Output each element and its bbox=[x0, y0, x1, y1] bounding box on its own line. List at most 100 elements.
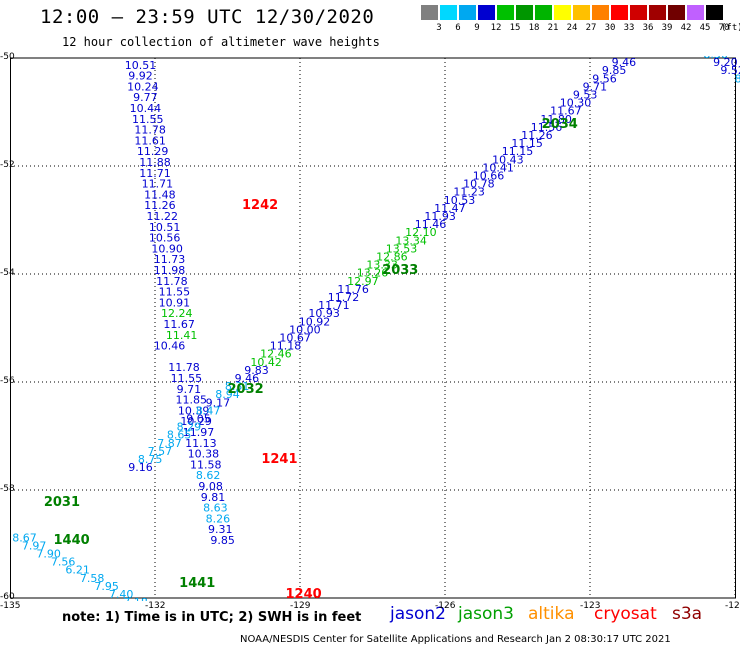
track-value: 8.36 bbox=[703, 56, 728, 61]
track-value: 10.29 bbox=[180, 415, 212, 428]
pass-label-2032: 2032 bbox=[228, 382, 264, 397]
track-value: 11.76 bbox=[337, 283, 369, 296]
track-value: 11.78 bbox=[134, 124, 166, 137]
track-value: 11.15 bbox=[502, 145, 534, 158]
track-value: 9.17 bbox=[206, 396, 231, 409]
track-value: 10.91 bbox=[159, 296, 191, 309]
scale-swatch-39 bbox=[649, 5, 666, 20]
pass-label-1440: 1440 bbox=[54, 533, 90, 548]
scale-swatch-24 bbox=[554, 5, 571, 20]
pass-label-1241: 1241 bbox=[261, 452, 297, 467]
pass-label-1240: 1240 bbox=[286, 587, 322, 601]
track-value: 11.88 bbox=[139, 156, 171, 169]
track-value: 11.26 bbox=[521, 129, 553, 142]
pass-label-1441: 1441 bbox=[179, 576, 215, 591]
track-value: 11.55 bbox=[132, 113, 164, 126]
track-value: 13.34 bbox=[395, 234, 427, 247]
track-value: 9.92 bbox=[128, 70, 153, 83]
track-value: 9.16 bbox=[128, 461, 153, 474]
track-value: 11.47 bbox=[434, 202, 466, 215]
scale-swatch-12 bbox=[478, 5, 495, 20]
scale-label-45: 45 bbox=[699, 23, 711, 33]
credit-line: NOAA/NESDIS Center for Satellite Applica… bbox=[240, 634, 671, 645]
track-value: 12.97 bbox=[347, 275, 379, 288]
track-value: 8.67 bbox=[12, 531, 37, 544]
track-value: 6.21 bbox=[65, 564, 90, 577]
y-tick--54: -54 bbox=[0, 268, 15, 278]
scale-swatch-30 bbox=[592, 5, 609, 20]
track-value: 9.20 bbox=[713, 56, 738, 69]
track-value: 8.26 bbox=[206, 512, 231, 525]
track-value: 10.00 bbox=[289, 323, 321, 336]
x-tick--123: -123 bbox=[580, 601, 601, 611]
track-value: 13.33 bbox=[366, 259, 398, 272]
track-value: 11.67 bbox=[163, 318, 195, 331]
track-value: 10.46 bbox=[154, 340, 186, 353]
track-value: 11.73 bbox=[154, 253, 186, 266]
track-value: 9.46 bbox=[612, 56, 637, 69]
track-value: 10.66 bbox=[473, 170, 505, 183]
track-value: 11.71 bbox=[142, 178, 174, 191]
track-value: 9.31 bbox=[208, 523, 233, 536]
y-tick--58: -58 bbox=[0, 484, 15, 494]
scale-label-15: 15 bbox=[509, 23, 521, 33]
scale-label-27: 27 bbox=[585, 23, 597, 33]
plot-frame bbox=[10, 57, 736, 599]
track-value: 8.29 bbox=[177, 421, 202, 434]
map-title: 12:00 – 23:59 UTC 12/30/2020 bbox=[40, 6, 375, 28]
track-value: 11.22 bbox=[147, 210, 179, 223]
track-value: 11.18 bbox=[270, 340, 302, 353]
track-value: 10.78 bbox=[463, 178, 495, 191]
track-value: 7.97 bbox=[22, 539, 47, 552]
track-value: 13.53 bbox=[386, 242, 418, 255]
track-value: 10.24 bbox=[127, 80, 159, 93]
scale-label-24: 24 bbox=[566, 23, 578, 33]
x-tick--126: -126 bbox=[435, 601, 456, 611]
track-value: 7.90 bbox=[36, 548, 61, 561]
scale-label-6: 6 bbox=[455, 23, 461, 33]
track-value: 12.46 bbox=[260, 348, 292, 361]
track-value: 9.85 bbox=[210, 534, 235, 547]
plot-area: 10.51 9.92 10.24 9.77 10.44 11.55 11.78 11.61 11… bbox=[10, 56, 740, 601]
track-value: 9.56 bbox=[592, 72, 617, 85]
track-value: 11.98 bbox=[154, 264, 186, 277]
track-value: 8.31 bbox=[225, 380, 250, 393]
track-value: 9.46 bbox=[235, 372, 260, 385]
track-value: 7.58 bbox=[80, 572, 105, 585]
track-value: 9.08 bbox=[198, 480, 223, 493]
y-tick--50: -50 bbox=[0, 52, 15, 62]
track-value: 9.85 bbox=[602, 64, 627, 77]
map-subtitle: 12 hour collection of altimeter wave hei… bbox=[62, 35, 380, 49]
track-value: 7.40 bbox=[109, 588, 134, 601]
track-value: 12.86 bbox=[376, 251, 408, 264]
pass-label-2031: 2031 bbox=[44, 495, 80, 510]
track-value: 13.26 bbox=[357, 267, 389, 280]
track-value: 10.90 bbox=[151, 242, 183, 255]
track-value: 7.56 bbox=[51, 556, 76, 569]
track-value: 11.29 bbox=[137, 145, 169, 158]
track-value: 10.41 bbox=[482, 161, 514, 174]
track-value: 9.53 bbox=[573, 89, 598, 102]
track-value: 11.71 bbox=[318, 299, 350, 312]
track-value: 12.10 bbox=[405, 226, 437, 239]
x-tick--135: -135 bbox=[0, 601, 21, 611]
y-tick--56: -56 bbox=[0, 376, 15, 386]
scale-label-70: 70 bbox=[718, 23, 730, 33]
scale-unit-label: (ft) bbox=[721, 23, 740, 33]
track-value: 11.80 bbox=[540, 113, 572, 126]
track-value: 11.55 bbox=[171, 372, 203, 385]
track-value: 7.57 bbox=[148, 445, 173, 458]
track-value: 10.53 bbox=[444, 194, 476, 207]
scale-label-9: 9 bbox=[474, 23, 480, 33]
scale-swatch-3 bbox=[421, 5, 438, 20]
track-value: 9.71 bbox=[177, 383, 202, 396]
track-value: 10.67 bbox=[279, 332, 311, 345]
y-tick--52: -52 bbox=[0, 160, 15, 170]
track-value: 9.52 bbox=[720, 64, 740, 77]
track-value: 10.51 bbox=[125, 59, 157, 72]
track-value: 7.95 bbox=[94, 580, 119, 593]
track-value: 11.78 bbox=[156, 275, 188, 288]
track-value: 11.26 bbox=[144, 199, 176, 212]
satellite-s3a: s3a bbox=[672, 604, 703, 624]
